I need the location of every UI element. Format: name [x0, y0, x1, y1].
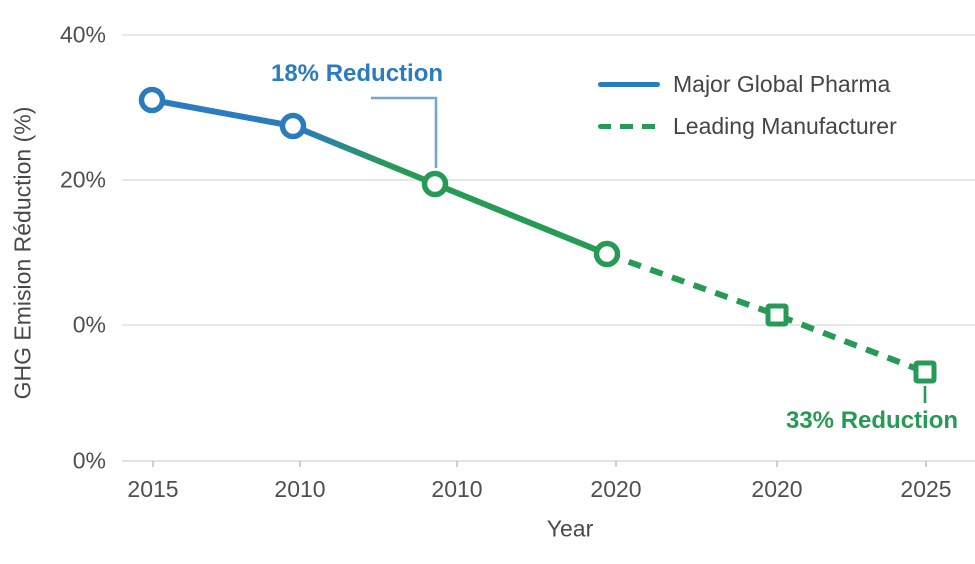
x-tick-label: 2020: [590, 476, 642, 502]
legend-item-major-global-pharma: Major Global Pharma: [598, 63, 897, 105]
x-tick-label: 2020: [751, 476, 803, 502]
dashed-line-swatch-icon: [598, 123, 660, 129]
y-axis-title: GHG Emision Réduction (%): [9, 106, 36, 400]
annotation-33-percent-reduction: 33% Reduction: [785, 407, 959, 434]
x-tick-label: 2025: [900, 476, 952, 502]
y-tick-label: 20%: [59, 166, 106, 193]
x-tick-label: 2010: [431, 476, 483, 502]
x-tick-label: 2010: [274, 476, 326, 502]
y-tick-label: 0%: [72, 447, 106, 474]
solid-line-swatch-icon: [598, 81, 660, 87]
x-axis-title: Year: [546, 515, 594, 542]
legend-item-leading-manufacturer: Leading Manufacturer: [598, 105, 897, 147]
y-tick-label: 40%: [59, 21, 106, 48]
x-tick-label: 2015: [127, 476, 179, 502]
annotation-18-percent-reduction: 18% Reduction: [270, 60, 444, 87]
legend-label: Leading Manufacturer: [673, 112, 897, 139]
legend: Major Global Pharma Leading Manufacturer: [598, 63, 897, 147]
legend-label: Major Global Pharma: [673, 70, 891, 97]
y-tick-label: 0%: [72, 311, 106, 338]
